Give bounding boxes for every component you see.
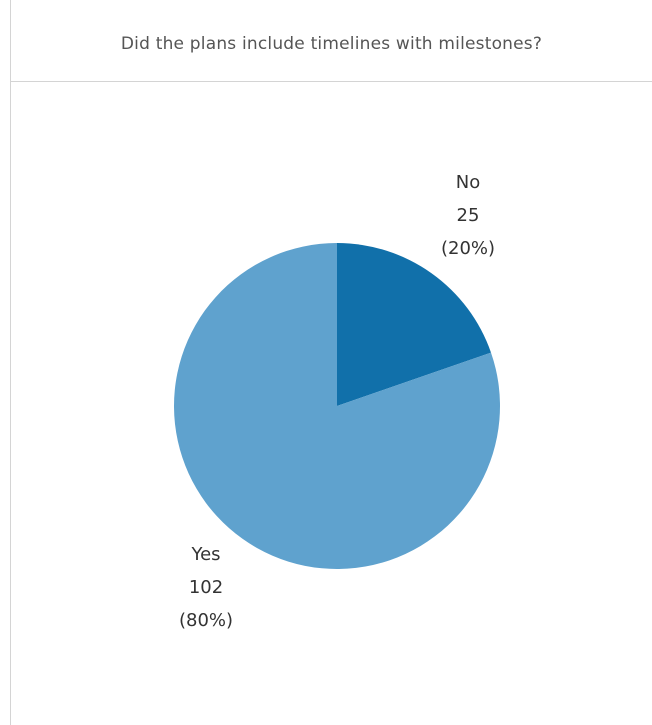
slice-label-category-no: No (456, 172, 480, 193)
pie-slices (173, 243, 501, 569)
slice-label-category-yes: Yes (190, 544, 220, 565)
slice-label-percent-yes: (80%) (179, 610, 233, 631)
pie-slice-no[interactable] (337, 243, 491, 406)
pie-labels: No 25 (20%) Yes 102 (80%) (179, 172, 495, 631)
slice-label-percent-no: (20%) (441, 238, 495, 259)
slice-label-value-no: 25 (457, 205, 480, 226)
chart-title: Did the plans include timelines with mil… (120, 34, 543, 54)
left-border (10, 0, 11, 725)
title-bar: Did the plans include timelines with mil… (11, 0, 652, 82)
pie-slice-yes[interactable] (173, 243, 501, 569)
slice-label-value-yes: 102 (189, 577, 223, 598)
